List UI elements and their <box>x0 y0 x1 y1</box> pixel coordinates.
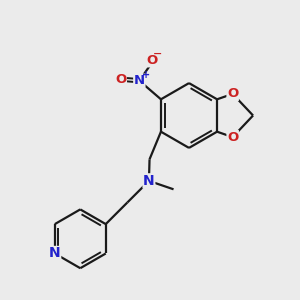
Text: O: O <box>227 87 238 101</box>
Text: O: O <box>115 73 126 86</box>
Text: O: O <box>227 130 238 144</box>
Text: +: + <box>142 70 150 80</box>
Text: N: N <box>49 247 61 260</box>
Text: N: N <box>143 174 155 188</box>
Text: −: − <box>153 49 163 59</box>
Text: O: O <box>146 54 158 67</box>
Text: N: N <box>134 74 145 87</box>
